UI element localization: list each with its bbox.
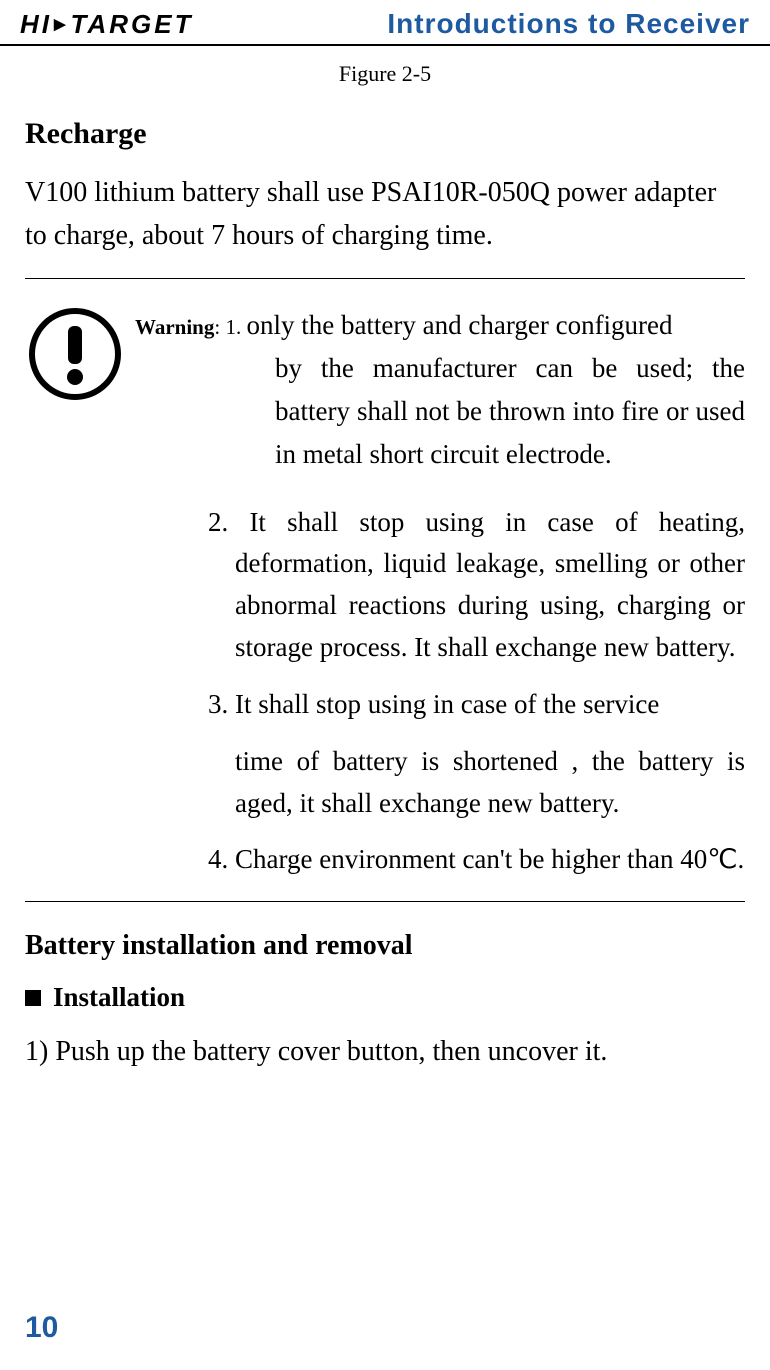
page-number: 10: [25, 1311, 58, 1345]
warning-box: Warning: 1. only the battery and charger…: [25, 304, 745, 492]
warning-item-1-prefix: : 1.: [214, 315, 246, 339]
warning-item-4: 4. Charge environment can't be higher th…: [25, 839, 745, 881]
divider-top: [25, 278, 745, 279]
bullet-square-icon: [25, 990, 41, 1006]
divider-bottom: [25, 901, 745, 902]
exclamation-circle-icon: [25, 304, 125, 404]
figure-caption: Figure 2-5: [25, 61, 745, 87]
warning-item-2: 2. It shall stop using in case of heatin…: [25, 502, 745, 669]
warning-item-3-sub: time of battery is shortened , the batte…: [25, 741, 745, 825]
installation-heading-text: Installation: [53, 982, 185, 1013]
page-header: HI ▶ TARGET Introductions to Receiver: [0, 0, 770, 46]
warning-item-3: 3. It shall stop using in case of the se…: [25, 684, 745, 726]
page-content: Figure 2-5 Recharge V100 lithium battery…: [0, 46, 770, 1073]
recharge-text: V100 lithium battery shall use PSAI10R-0…: [25, 171, 745, 258]
logo-arrow-icon: ▶: [54, 15, 69, 33]
header-title: Introductions to Receiver: [387, 8, 750, 40]
battery-section-heading: Battery installation and removal: [25, 930, 745, 962]
logo-suffix: TARGET: [71, 9, 194, 40]
warning-item-1-rest: by the manufacturer can be used; the bat…: [135, 347, 745, 477]
recharge-heading: Recharge: [25, 117, 745, 151]
warning-item-1-line1: only the battery and charger configured: [246, 310, 672, 340]
warning-label: Warning: [135, 315, 214, 339]
installation-step-1: 1) Push up the battery cover button, the…: [25, 1031, 745, 1073]
logo-prefix: HI: [20, 9, 52, 40]
warning-content: Warning: 1. only the battery and charger…: [135, 304, 745, 492]
installation-heading: Installation: [25, 982, 745, 1013]
warning-item-1: Warning: 1. only the battery and charger…: [135, 304, 745, 477]
warning-icon: [25, 304, 125, 404]
logo: HI ▶ TARGET: [20, 9, 194, 40]
